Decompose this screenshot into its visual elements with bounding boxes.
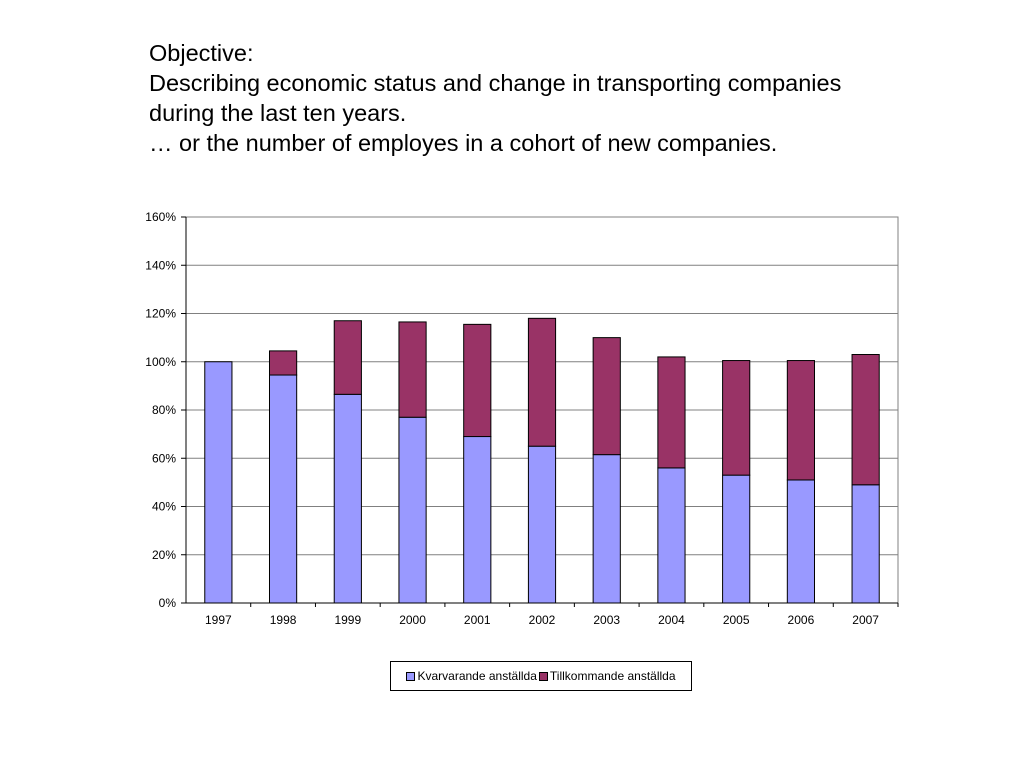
x-tick-label: 1999 <box>334 613 361 627</box>
legend-swatch-kvarvarande <box>406 671 416 681</box>
objective-line-2: during the last ten years. <box>149 100 407 126</box>
bar-tillkommande <box>657 356 686 469</box>
objective-line-3: … or the number of employes in a cohort … <box>149 130 778 156</box>
x-tick-label: 2001 <box>464 613 491 627</box>
bar-kvarvarande <box>592 454 621 604</box>
x-tick-label: 1998 <box>270 613 297 627</box>
legend-swatch-tillkommande <box>538 671 548 681</box>
bar-kvarvarande <box>398 416 427 604</box>
legend-item-tillkommande: Tillkommande anställda <box>538 669 676 683</box>
x-tick-label: 2003 <box>593 613 620 627</box>
y-tick-label: 120% <box>145 307 176 321</box>
bar-tillkommande <box>333 320 362 395</box>
bar-kvarvarande <box>851 484 880 604</box>
y-tick-label: 160% <box>145 210 176 224</box>
legend-label-tillkommande: Tillkommande anställda <box>549 669 676 683</box>
objective-line-1: Describing economic status and change in… <box>149 70 842 96</box>
y-tick-label: 0% <box>159 596 177 610</box>
x-tick-label: 2000 <box>399 613 426 627</box>
slide-heading: Objective: Describing economic status an… <box>149 38 969 158</box>
bar-kvarvarande <box>722 474 751 604</box>
legend-label-kvarvarande: Kvarvarande anställda <box>417 669 537 683</box>
bar-tillkommande <box>786 360 816 481</box>
bar-kvarvarande <box>204 361 233 604</box>
bar-tillkommande <box>527 317 557 447</box>
x-tick-label: 1997 <box>205 613 232 627</box>
legend-item-kvarvarande: Kvarvarande anställda <box>406 669 537 683</box>
bar-tillkommande <box>398 321 427 418</box>
x-tick-label: 2007 <box>852 613 879 627</box>
bar-kvarvarande <box>657 467 686 604</box>
x-tick-label: 2006 <box>788 613 815 627</box>
x-tick-label: 2002 <box>529 613 556 627</box>
bar-tillkommande <box>851 354 880 486</box>
chart-legend: Kvarvarande anställda Tillkommande anstä… <box>390 661 692 691</box>
y-tick-label: 100% <box>145 355 176 369</box>
bar-tillkommande <box>592 337 621 456</box>
axes: 0% 20% 40% 60% 80% 100% 120% 140% 160% 1997 1998 19… <box>145 210 899 627</box>
bar-kvarvarande <box>268 374 298 604</box>
y-tick-label: 40% <box>152 500 176 514</box>
y-tick-label: 60% <box>152 451 176 465</box>
bar-tillkommande <box>268 350 298 376</box>
y-tick-label: 80% <box>152 403 176 417</box>
bar-kvarvarande <box>463 436 492 604</box>
y-tick-label: 20% <box>152 548 176 562</box>
bar-kvarvarande <box>786 479 816 604</box>
bar-tillkommande <box>463 323 492 438</box>
bar-kvarvarande <box>333 393 362 604</box>
bar-kvarvarande <box>527 445 557 604</box>
bars <box>204 317 880 604</box>
y-tick-label: 140% <box>145 258 176 272</box>
bar-tillkommande <box>722 360 751 476</box>
objective-label: Objective: <box>149 40 254 66</box>
x-tick-label: 2004 <box>658 613 685 627</box>
x-tick-label: 2005 <box>723 613 750 627</box>
